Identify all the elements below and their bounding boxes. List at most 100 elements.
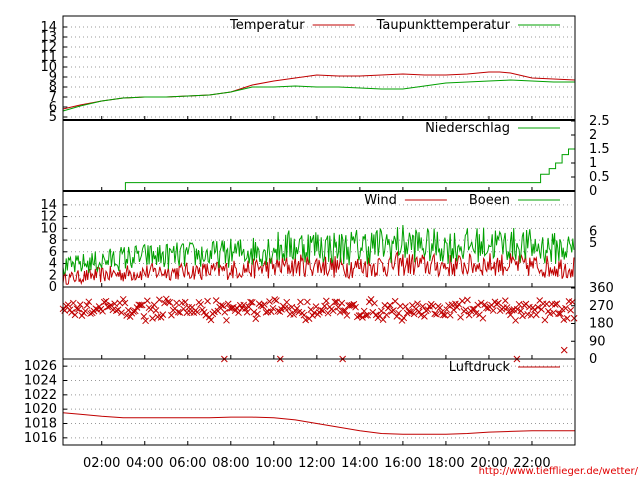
wind-legend-label: Boeen [469, 193, 510, 208]
wind-direction-marker [359, 314, 366, 321]
precipitation-legend-label: Niederschlag [425, 121, 510, 136]
wind-direction-marker [538, 306, 545, 313]
temperature-series-taupunkttemperatur-line [62, 79, 575, 112]
wind-direction-marker [378, 307, 385, 315]
precipitation-y-tick-label: 0 [589, 184, 597, 199]
wind-direction-marker [219, 302, 227, 310]
wind_direction-y-tick-label: 270 [589, 299, 614, 314]
wind-direction-marker [563, 315, 571, 322]
wind-direction-marker [470, 305, 478, 313]
pressure-series-luftdruck-line [62, 412, 575, 435]
wind-direction-marker [159, 311, 167, 318]
wind-direction-marker [118, 309, 125, 316]
wind-direction-marker [254, 310, 261, 318]
wind-y2-tick-label: 6 [589, 224, 597, 239]
wind-y2-tick-label: 5 [589, 236, 597, 251]
temperature-y-tick-label: 5 [49, 110, 57, 125]
wind-direction-marker [541, 316, 549, 324]
wind-direction-marker [321, 302, 328, 310]
precipitation-y-tick-label: 2.5 [589, 114, 610, 129]
wind-direction-marker [87, 310, 94, 317]
wind-direction-marker [131, 307, 139, 315]
x-tick-label: 08:00 [212, 456, 249, 471]
wind-direction-marker [140, 313, 148, 320]
wind-direction-marker [224, 300, 232, 308]
x-axis-tick-labels: 02:00 04:00 06:00 08:00 10:00 12:00 14:00 16:00… [83, 456, 551, 471]
wind-direction-marker [247, 298, 254, 306]
wind-direction-marker [312, 303, 320, 310]
wind-direction-marker [550, 309, 557, 317]
wind-direction-marker [532, 311, 540, 319]
wind-direction-marker [322, 297, 330, 305]
wind-direction-marker [223, 316, 230, 324]
wind-direction-marker [362, 312, 370, 319]
wind-direction-marker [243, 308, 251, 316]
wind-direction-marker [453, 303, 461, 311]
precipitation-panel: 00.511.522.5 Niederschlag [62, 114, 610, 199]
wind-direction-marker [469, 305, 476, 313]
precipitation-y-tick-label: 1.5 [589, 142, 610, 157]
precipitation-y-tick-label: 0.5 [589, 170, 610, 185]
wind-series-wind-line [62, 250, 575, 286]
x-tick-label: 20:00 [470, 456, 507, 471]
wind-direction-marker [193, 308, 201, 316]
wind-direction-marker [121, 299, 129, 307]
wind-direction-marker [164, 298, 172, 306]
wind-direction-marker [102, 297, 110, 305]
wind-direction-marker [76, 301, 84, 308]
pressure-y-tick-label: 1020 [24, 402, 57, 417]
wind-direction-marker [99, 307, 106, 315]
credit-url: http://www.tiefflieger.de/wetter/ [479, 466, 639, 477]
wind-direction-marker [300, 311, 308, 319]
wind-direction-marker [290, 311, 297, 318]
temperature-legend-label: Taupunkttemperatur [376, 18, 511, 33]
wind-direction-marker [531, 306, 538, 314]
wind-direction-marker [446, 311, 454, 319]
wind-direction-marker [386, 301, 394, 309]
temperature-y-tick-label: 10 [40, 60, 57, 75]
wind-direction-marker [551, 301, 559, 308]
wind-direction-marker [283, 298, 291, 306]
wind-direction-marker [560, 316, 568, 324]
wind-direction-marker [400, 314, 408, 322]
wind-direction-marker [371, 299, 378, 307]
wind-direction-marker [417, 311, 425, 319]
wind-direction-marker [75, 305, 82, 313]
wind-direction-marker [269, 304, 277, 312]
wind-direction-marker [507, 311, 514, 319]
x-tick-label: 10:00 [255, 456, 292, 471]
temperature-y-tick-label: 13 [40, 30, 57, 45]
wind-direction-marker [513, 305, 521, 313]
temperature-y-tick-label: 6 [49, 100, 57, 115]
wind-direction-marker [168, 311, 175, 319]
wind-direction-marker [137, 301, 144, 309]
wind-y-tick-label: 8 [49, 233, 57, 248]
wind-direction-marker [474, 301, 482, 309]
wind-direction-marker [107, 301, 115, 309]
wind-direction-marker [431, 310, 439, 318]
wind-direction-marker [479, 314, 487, 322]
wind-y-tick-label: 2 [49, 268, 57, 283]
wind-direction-marker [391, 297, 399, 305]
wind-y-tick-label: 12 [40, 210, 57, 225]
wind-direction-marker [166, 299, 174, 306]
wind-direction-marker [100, 298, 108, 306]
wind-direction-marker [214, 307, 222, 315]
wind-direction-marker [410, 310, 418, 318]
wind-direction-marker [457, 313, 464, 321]
wind-direction-marker [310, 309, 318, 317]
wind-y-tick-label: 4 [49, 257, 57, 272]
pressure-y-tick-label: 1022 [24, 388, 57, 403]
wind-direction-marker [462, 306, 470, 314]
x-tick-label: 22:00 [513, 456, 550, 471]
wind-direction-marker [405, 308, 413, 315]
wind-direction-marker [331, 298, 339, 306]
wind-direction-marker [369, 308, 377, 316]
wind_direction-y-tick-label: 180 [589, 317, 614, 332]
wind-direction-marker [273, 297, 280, 304]
wind-direction-marker [503, 304, 511, 311]
wind-direction-marker [553, 300, 561, 308]
wind-direction-marker [83, 301, 91, 309]
